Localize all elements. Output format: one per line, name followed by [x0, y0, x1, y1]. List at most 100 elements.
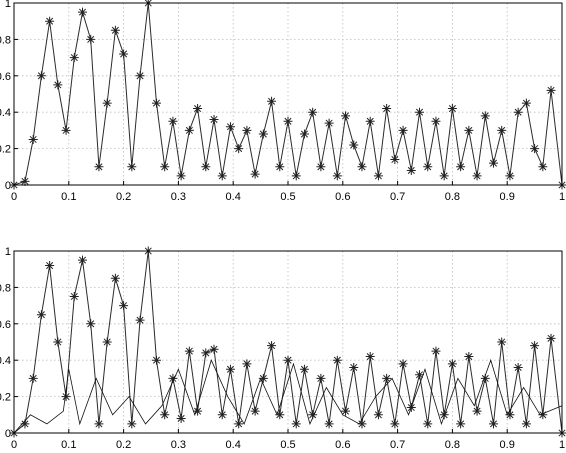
data-point: [37, 310, 46, 319]
data-point: [374, 410, 383, 419]
data-point: [292, 171, 301, 180]
data-point: [530, 144, 539, 153]
data-point: [70, 292, 79, 301]
data-point: [45, 17, 54, 26]
x-tick-label: 0.5: [280, 191, 295, 203]
x-tick-label: 0.8: [445, 191, 460, 203]
data-point: [316, 374, 325, 383]
x-tick-label: 0.4: [226, 439, 241, 448]
data-point: [440, 410, 449, 419]
x-tick-label: 0.4: [226, 191, 241, 203]
data-point: [505, 171, 514, 180]
data-point: [530, 341, 539, 350]
data-point: [201, 348, 210, 357]
data-point: [29, 135, 38, 144]
data-point: [127, 419, 136, 428]
data-point: [234, 144, 243, 153]
y-tick-label: 0.2: [0, 144, 11, 156]
data-point: [45, 261, 54, 270]
data-point: [210, 345, 219, 354]
data-point: [366, 352, 375, 361]
data-point: [160, 162, 169, 171]
data-point: [70, 53, 79, 62]
data-point: [210, 115, 219, 124]
data-point: [185, 347, 194, 356]
data-point: [111, 26, 120, 35]
data-point: [284, 117, 293, 126]
data-point: [399, 359, 408, 368]
data-point: [390, 419, 399, 428]
y-tick-label: 0.8: [0, 34, 11, 46]
x-tick-label: 0: [11, 439, 17, 448]
data-point: [489, 159, 498, 168]
data-point: [448, 359, 457, 368]
data-point: [226, 365, 235, 374]
data-point: [226, 122, 235, 131]
data-point: [86, 319, 95, 328]
x-tick-label: 0.3: [171, 191, 186, 203]
data-point: [103, 99, 112, 108]
data-point: [218, 171, 227, 180]
data-point: [316, 162, 325, 171]
x-tick-label: 0.6: [335, 439, 350, 448]
data-point: [53, 338, 62, 347]
data-point: [78, 256, 87, 265]
data-point: [103, 338, 112, 347]
data-point: [522, 419, 531, 428]
data-point: [390, 155, 399, 164]
data-point: [473, 171, 482, 180]
data-point: [423, 419, 432, 428]
data-point: [218, 410, 227, 419]
x-tick-label: 0.2: [116, 191, 131, 203]
x-tick-label: 0.9: [500, 439, 515, 448]
data-point: [497, 126, 506, 135]
data-point: [538, 162, 547, 171]
y-tick-label: 0.4: [0, 107, 11, 119]
data-point: [456, 162, 465, 171]
x-tick-label: 1: [559, 439, 565, 448]
data-point: [136, 316, 145, 325]
data-point: [94, 419, 103, 428]
data-point: [127, 162, 136, 171]
data-point: [325, 419, 334, 428]
x-tick-label: 0.7: [390, 439, 405, 448]
data-point: [251, 407, 260, 416]
axes-box: [14, 251, 562, 433]
x-tick-label: 0.1: [61, 191, 76, 203]
data-point: [251, 170, 260, 179]
data-point: [94, 162, 103, 171]
y-tick-label: 1: [5, 0, 11, 10]
x-tick-label: 0.5: [280, 439, 295, 448]
y-tick-label: 0.6: [0, 319, 11, 331]
data-point: [37, 71, 46, 80]
data-point: [497, 338, 506, 347]
data-point: [177, 414, 186, 423]
data-point: [259, 130, 268, 139]
data-point: [333, 171, 342, 180]
data-point: [242, 359, 251, 368]
y-tick-label: 0: [5, 428, 11, 440]
x-tick-label: 0.1: [61, 439, 76, 448]
data-point: [267, 97, 276, 106]
data-point: [325, 119, 334, 128]
data-point: [300, 365, 309, 374]
data-point: [168, 117, 177, 126]
data-point: [333, 356, 342, 365]
data-point: [349, 140, 358, 149]
x-tick-label: 0.9: [500, 191, 515, 203]
y-tick-label: 0.6: [0, 71, 11, 83]
data-point: [514, 363, 523, 372]
data-point: [357, 162, 366, 171]
x-tick-label: 0.2: [116, 439, 131, 448]
data-point: [152, 99, 161, 108]
data-point: [489, 419, 498, 428]
data-point: [152, 356, 161, 365]
chart-panel-2: 00.10.20.30.40.50.60.70.80.9100.20.40.60…: [0, 246, 566, 448]
data-point: [547, 86, 556, 95]
data-point: [62, 126, 71, 135]
y-tick-label: 0: [5, 180, 11, 192]
data-point: [423, 162, 432, 171]
data-point: [407, 166, 416, 175]
